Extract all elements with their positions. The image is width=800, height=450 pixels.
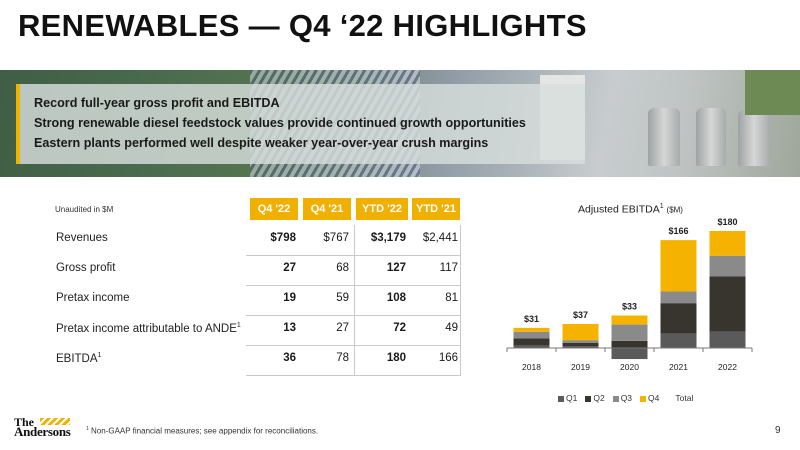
table-cell: 127 [386,262,406,274]
bar-segment-q4-2020 [611,315,648,325]
chart-title-unit: ($M) [666,205,683,215]
footnote: 1 Non-GAAP financial measures; see appen… [86,426,319,436]
table-cell: 81 [445,292,458,304]
row-label: Gross profit [56,262,116,274]
company-logo: The Andersons [14,415,71,439]
total-label: $31 [524,314,539,324]
table-cell: 59 [336,292,349,304]
photo-tank [738,110,770,166]
ebitda-chart: $31 2018 $37 2019 $33 2020 $166 2021 $180 2022 [506,217,753,372]
column-header: YTD '21 [412,198,460,220]
column-header: Q4 '21 [303,198,351,220]
x-tick-label: 2019 [571,362,590,372]
bar-segment-q4-2018 [513,327,550,332]
table-cell: 27 [336,322,349,334]
row-divider [246,345,461,346]
legend-item-q1: Q1 [558,393,577,403]
bar-segment-q1-2018 [513,345,550,348]
page-number: 9 [775,425,781,436]
bar-segment-q4-2021 [660,240,697,292]
row-label: Pretax income [56,292,130,304]
table-cell: 27 [283,262,296,274]
bar-segment-q2-2021 [660,303,697,334]
table-cell: $798 [270,232,296,244]
wheat-icon [40,418,70,425]
row-divider [246,375,461,376]
row-divider [246,315,461,316]
bar-segment-q2-2022 [709,276,746,332]
legend-item-q2: Q2 [585,393,605,403]
table-cell: 166 [438,352,458,364]
table-cell: $3,179 [370,232,406,244]
table-cell: $2,441 [422,232,458,244]
bar-segment-q1-2020 [611,348,648,360]
legend-item-q3: Q3 [612,393,632,403]
table-note: Unaudited in $M [55,205,114,214]
chart-title: Adjusted EBITDA1 ($M) [578,203,683,216]
legend-item-total: Total [675,393,694,403]
table-cell: 13 [283,322,296,334]
bar-segment-q1-2022 [709,331,746,348]
row-label: EBITDA1 [56,352,102,365]
bar-segment-q1-2021 [660,333,697,348]
table-cell: $767 [323,232,349,244]
table-cell: 108 [386,292,406,304]
total-label: $33 [622,302,637,312]
bar-segment-q2-2018 [513,338,550,346]
highlights-callout: Record full-year gross profit and EBITDA… [16,84,585,164]
highlight-item: Strong renewable diesel feedstock values… [34,116,526,130]
bar-segment-q2-2019 [562,342,599,347]
photo-field [745,70,800,115]
table-cell: 36 [283,352,296,364]
bar-segment-q4-2022 [709,231,746,256]
bar-segment-q3-2018 [513,331,550,339]
table-cell: 72 [393,322,406,334]
photo-tank [696,108,726,166]
table-cell: 49 [445,322,458,334]
x-tick-label: 2022 [718,362,737,372]
page-title: RENEWABLES — Q4 ‘22 HIGHLIGHTS [18,8,587,43]
bar-segment-q1-2019 [562,346,599,348]
bar-segment-q3-2021 [660,291,697,304]
total-label: $37 [573,310,588,320]
legend-item-q4: Q4 [640,393,659,403]
table-divider [354,225,355,375]
chart-title-sup: 1 [659,203,664,210]
bar-segment-q3-2020 [611,324,648,341]
table-cell: 68 [336,262,349,274]
bar-segment-q3-2022 [709,255,746,277]
chart-title-text: Adjusted EBITDA [578,203,660,216]
photo-tank [648,108,680,166]
table-cell: 180 [386,352,406,364]
row-label: Pretax income attributable to ANDE1 [56,322,241,335]
x-tick-label: 2021 [669,362,688,372]
total-label: $166 [668,226,688,236]
table-cell: 78 [336,352,349,364]
bar-segment-q4-2019 [562,323,599,341]
x-tick-label: 2018 [522,362,541,372]
column-header: Q4 '22 [250,198,298,220]
table-cell: 19 [283,292,296,304]
bar-segment-q3-2019 [562,340,599,343]
highlight-item: Eastern plants performed well despite we… [34,136,489,150]
chart-legend: Q1 Q2 Q3 Q4 Total [558,393,693,403]
bar-segment-q2-2020 [611,340,648,348]
row-divider [246,255,461,256]
highlight-item: Record full-year gross profit and EBITDA [34,96,280,110]
x-tick-label: 2020 [620,362,639,372]
column-header: YTD '22 [356,198,408,220]
table-cell: 117 [439,262,458,274]
total-label: $180 [717,217,737,227]
row-divider [246,285,461,286]
row-label: Revenues [56,232,108,244]
table-divider [460,225,461,375]
